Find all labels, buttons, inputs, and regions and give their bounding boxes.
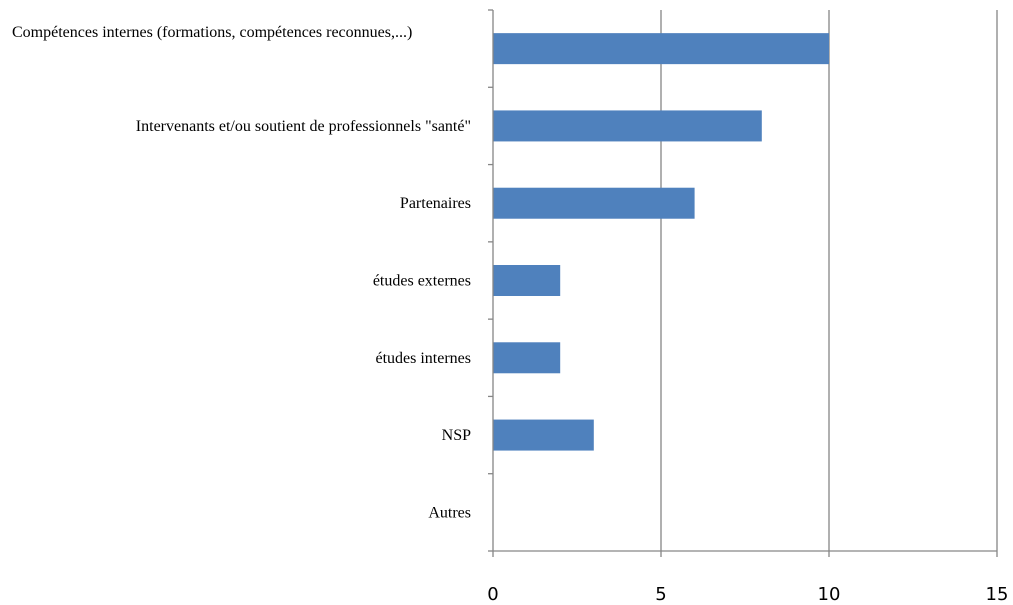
category-label: Partenaires (400, 195, 471, 212)
bar (493, 187, 695, 219)
gridlines (660, 10, 998, 551)
category-label: études internes (375, 350, 471, 367)
category-label: Autres (428, 504, 471, 521)
axes (488, 9, 998, 557)
bar (493, 110, 762, 142)
category-label: études externes (373, 273, 471, 290)
bar (493, 265, 561, 296)
x-tick-label: 10 (818, 584, 841, 605)
bars (493, 33, 829, 451)
labels: 0 5 10 15 Intervenants et/ou soutient de pro… (136, 118, 1009, 605)
category-label-0: Compétences internes (formations, compét… (12, 24, 413, 41)
category-label: Intervenants et/ou soutient de professio… (136, 118, 471, 135)
category-label: NSP (442, 427, 471, 444)
x-tick-label: 0 (487, 584, 498, 605)
bar (493, 342, 561, 374)
bar (493, 33, 829, 65)
bar (493, 419, 594, 451)
x-tick-label: 5 (655, 584, 666, 605)
x-tick-label: 15 (986, 584, 1009, 605)
